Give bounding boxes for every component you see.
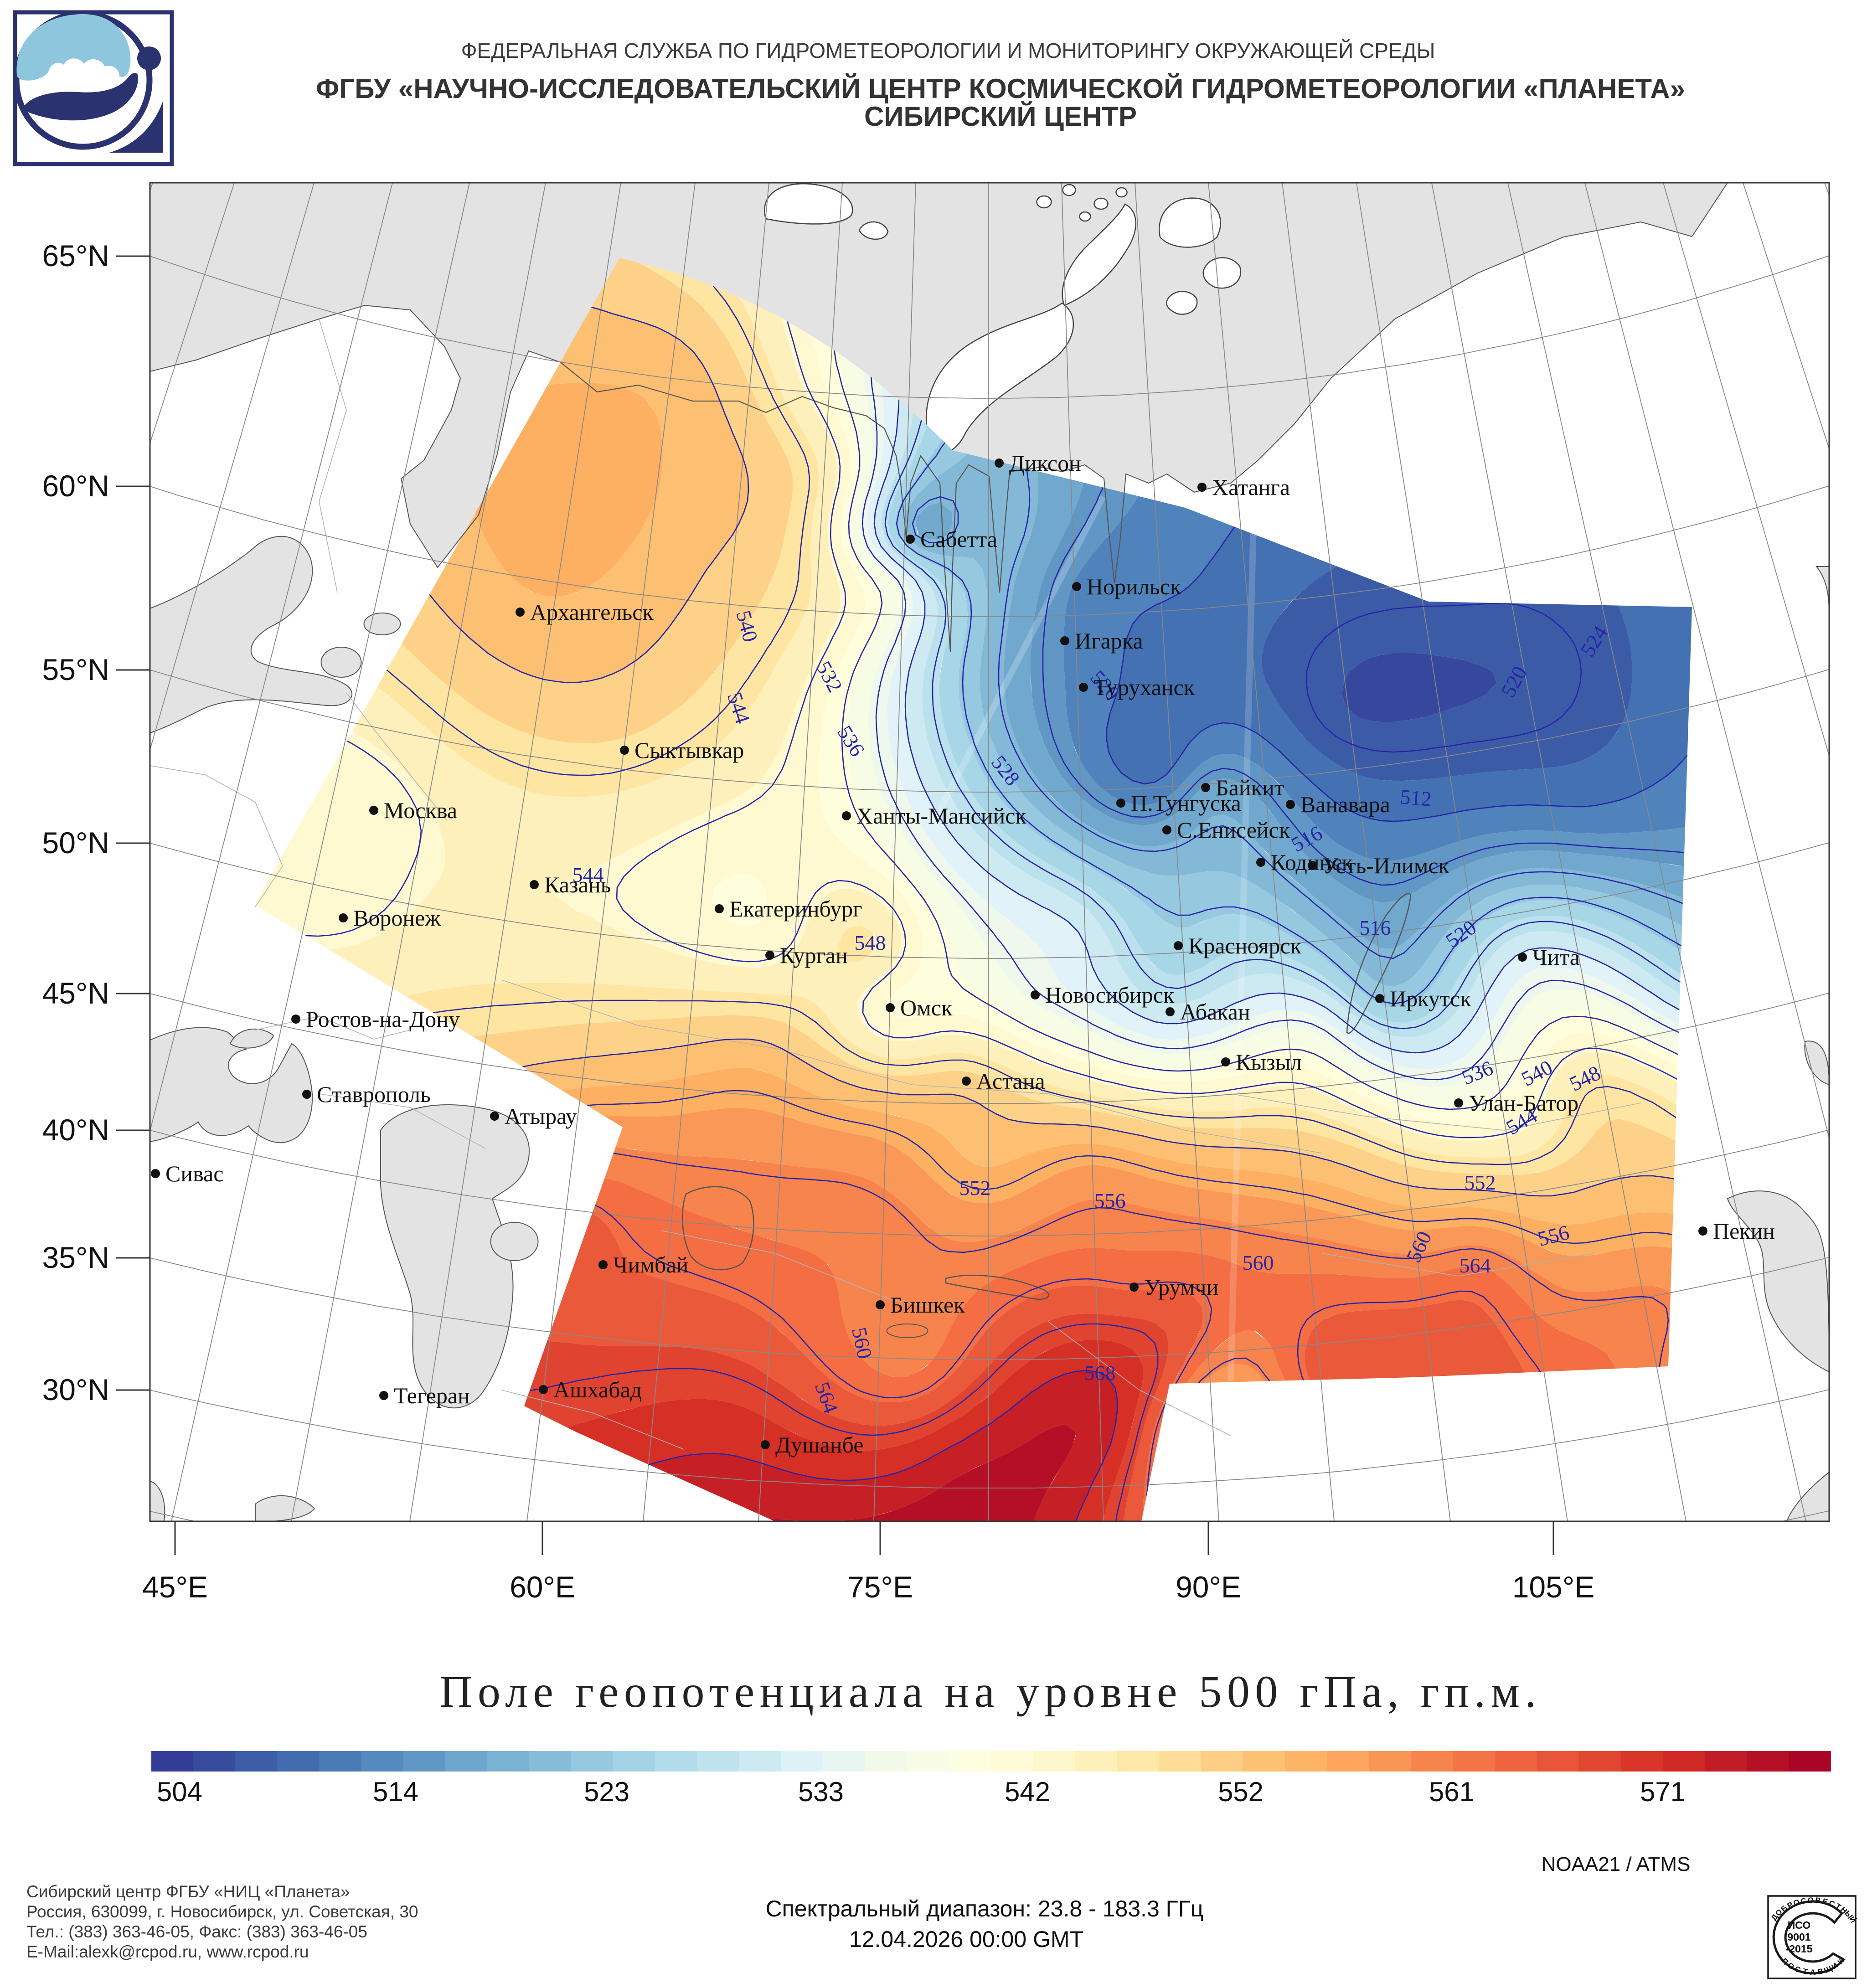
svg-text:504: 504 bbox=[157, 1777, 202, 1807]
svg-text:Абакан: Абакан bbox=[1180, 999, 1250, 1025]
svg-text:552: 552 bbox=[959, 1176, 991, 1200]
svg-text:-2015: -2015 bbox=[1786, 1943, 1813, 1955]
svg-text:Душанбе: Душанбе bbox=[775, 1432, 864, 1458]
svg-text:Сабетта: Сабетта bbox=[920, 526, 997, 552]
svg-text:E-Mail:alexk@rcpod.ru, www.rcp: E-Mail:alexk@rcpod.ru, www.rcpod.ru bbox=[26, 1942, 309, 1961]
svg-text:Ставрополь: Ставрополь bbox=[317, 1082, 431, 1107]
svg-text:552: 552 bbox=[1465, 1171, 1496, 1194]
svg-text:Архангельск: Архангельск bbox=[530, 599, 654, 625]
svg-text:Ашхабад: Ашхабад bbox=[553, 1377, 642, 1402]
svg-text:55°N: 55°N bbox=[42, 653, 109, 686]
svg-text:Курган: Курган bbox=[780, 942, 848, 968]
svg-text:ИСО: ИСО bbox=[1788, 1919, 1810, 1931]
svg-text:548: 548 bbox=[855, 931, 886, 954]
svg-text:Тегеран: Тегеран bbox=[394, 1383, 470, 1408]
svg-text:60°N: 60°N bbox=[42, 469, 109, 503]
svg-text:Москва: Москва bbox=[384, 798, 457, 823]
svg-text:45°E: 45°E bbox=[142, 1570, 208, 1604]
svg-text:105°E: 105°E bbox=[1512, 1570, 1595, 1604]
svg-text:Пекин: Пекин bbox=[1713, 1218, 1775, 1244]
svg-text:568: 568 bbox=[1084, 1361, 1116, 1385]
svg-text:Диксон: Диксон bbox=[1009, 450, 1081, 476]
svg-text:Ростов-на-Дону: Ростов-на-Дону bbox=[306, 1006, 460, 1032]
svg-text:514: 514 bbox=[373, 1777, 418, 1807]
svg-text:40°N: 40°N bbox=[42, 1113, 109, 1147]
svg-text:В: В bbox=[1817, 1967, 1824, 1976]
svg-text:Спектральный диапазон: 23.8 -: Спектральный диапазон: 23.8 - 183.3 ГГц bbox=[766, 1896, 1204, 1921]
svg-text:ФГБУ «НАУЧНО-ИССЛЕДОВАТЕЛЬСКИЙ: ФГБУ «НАУЧНО-ИССЛЕДОВАТЕЛЬСКИЙ ЦЕНТР КОС… bbox=[316, 73, 1685, 104]
svg-text:Сивас: Сивас bbox=[165, 1161, 223, 1186]
svg-text:Чита: Чита bbox=[1532, 944, 1580, 970]
svg-text:516: 516 bbox=[1360, 916, 1391, 939]
svg-text:35°N: 35°N bbox=[42, 1241, 109, 1274]
svg-text:Норильск: Норильск bbox=[1087, 574, 1181, 599]
svg-text:Игарка: Игарка bbox=[1075, 628, 1143, 654]
svg-text:О: О bbox=[1792, 1898, 1801, 1908]
svg-text:75°E: 75°E bbox=[847, 1570, 913, 1604]
svg-text:Екатеринбург: Екатеринбург bbox=[729, 896, 862, 922]
svg-text:Кызыл: Кызыл bbox=[1236, 1049, 1302, 1075]
svg-text:Бишкек: Бишкек bbox=[890, 1292, 965, 1318]
svg-text:561: 561 bbox=[1429, 1777, 1475, 1807]
svg-text:СИБИРСКИЙ ЦЕНТР: СИБИРСКИЙ ЦЕНТР bbox=[864, 101, 1137, 132]
svg-text:Сибирский центр ФГБУ «НИЦ «Пла: Сибирский центр ФГБУ «НИЦ «Планета» bbox=[26, 1882, 350, 1901]
svg-text:В: В bbox=[1815, 1896, 1821, 1905]
svg-text:Хатанга: Хатанга bbox=[1212, 474, 1290, 500]
svg-text:NOAA21 / ATMS: NOAA21 / ATMS bbox=[1542, 1853, 1691, 1875]
svg-text:Е: Е bbox=[1821, 1897, 1829, 1906]
svg-text:Байкит: Байкит bbox=[1216, 775, 1284, 800]
svg-text:90°E: 90°E bbox=[1176, 1570, 1241, 1604]
svg-text:65°N: 65°N bbox=[42, 239, 109, 273]
svg-text:560: 560 bbox=[1243, 1251, 1274, 1274]
svg-text:Поле геопотенциала на уровне 5: Поле геопотенциала на уровне 500 гПа, гп… bbox=[439, 1666, 1542, 1717]
svg-text:Тел.: (383) 363-46-05, Факс: (: Тел.: (383) 363-46-05, Факс: (383) 363-4… bbox=[26, 1922, 367, 1941]
svg-text:Россия, 630099, г. Новосибирск: Россия, 630099, г. Новосибирск, ул. Сове… bbox=[26, 1902, 418, 1921]
svg-text:Т: Т bbox=[1802, 1967, 1809, 1977]
svg-text:9001: 9001 bbox=[1787, 1931, 1810, 1943]
svg-text:544: 544 bbox=[572, 863, 604, 886]
svg-text:А: А bbox=[1810, 1968, 1815, 1977]
svg-text:О: О bbox=[1808, 1896, 1814, 1905]
svg-text:Казань: Казань bbox=[544, 872, 611, 897]
svg-text:12.04.2026 00:00 GMT: 12.04.2026 00:00 GMT bbox=[849, 1926, 1083, 1952]
svg-text:Красноярск: Красноярск bbox=[1188, 933, 1302, 958]
svg-text:556: 556 bbox=[1094, 1189, 1126, 1212]
svg-text:С.Енисейск: С.Енисейск bbox=[1177, 817, 1290, 843]
svg-text:45°N: 45°N bbox=[42, 976, 109, 1010]
svg-text:Новосибирск: Новосибирск bbox=[1045, 982, 1175, 1008]
svg-text:Воронеж: Воронеж bbox=[353, 905, 441, 931]
svg-text:Иркутск: Иркутск bbox=[1390, 986, 1471, 1011]
svg-text:Улан-Батор: Улан-Батор bbox=[1469, 1090, 1578, 1116]
svg-text:30°N: 30°N bbox=[42, 1373, 109, 1406]
svg-text:П.Тунгуска: П.Тунгуска bbox=[1131, 790, 1241, 816]
svg-text:50°N: 50°N bbox=[42, 826, 109, 860]
svg-text:564: 564 bbox=[1460, 1254, 1491, 1277]
svg-text:Ханты-Мансийск: Ханты-Мансийск bbox=[856, 803, 1026, 829]
svg-text:523: 523 bbox=[584, 1777, 629, 1807]
svg-text:ФЕДЕРАЛЬНАЯ СЛУЖБА ПО ГИДРОМЕТ: ФЕДЕРАЛЬНАЯ СЛУЖБА ПО ГИДРОМЕТЕОРОЛОГИИ … bbox=[461, 39, 1435, 62]
svg-text:512: 512 bbox=[1399, 785, 1433, 811]
svg-text:60°E: 60°E bbox=[510, 1570, 575, 1604]
svg-text:Урумчи: Урумчи bbox=[1144, 1274, 1218, 1300]
svg-text:Атырау: Атырау bbox=[505, 1103, 577, 1129]
svg-text:С: С bbox=[1800, 1896, 1807, 1906]
svg-text:Чимбай: Чимбай bbox=[613, 1252, 688, 1277]
svg-text:Усть-Илимск: Усть-Илимск bbox=[1322, 853, 1450, 878]
svg-text:Омск: Омск bbox=[900, 995, 953, 1020]
svg-text:Сыктывкар: Сыктывкар bbox=[634, 737, 744, 763]
svg-text:533: 533 bbox=[798, 1777, 844, 1807]
svg-text:Астана: Астана bbox=[976, 1068, 1045, 1094]
svg-text:Ванавара: Ванавара bbox=[1300, 792, 1390, 817]
svg-text:571: 571 bbox=[1640, 1777, 1686, 1807]
svg-text:542: 542 bbox=[1005, 1777, 1050, 1807]
svg-text:Туруханск: Туруханск bbox=[1093, 675, 1195, 700]
svg-text:552: 552 bbox=[1218, 1777, 1264, 1807]
